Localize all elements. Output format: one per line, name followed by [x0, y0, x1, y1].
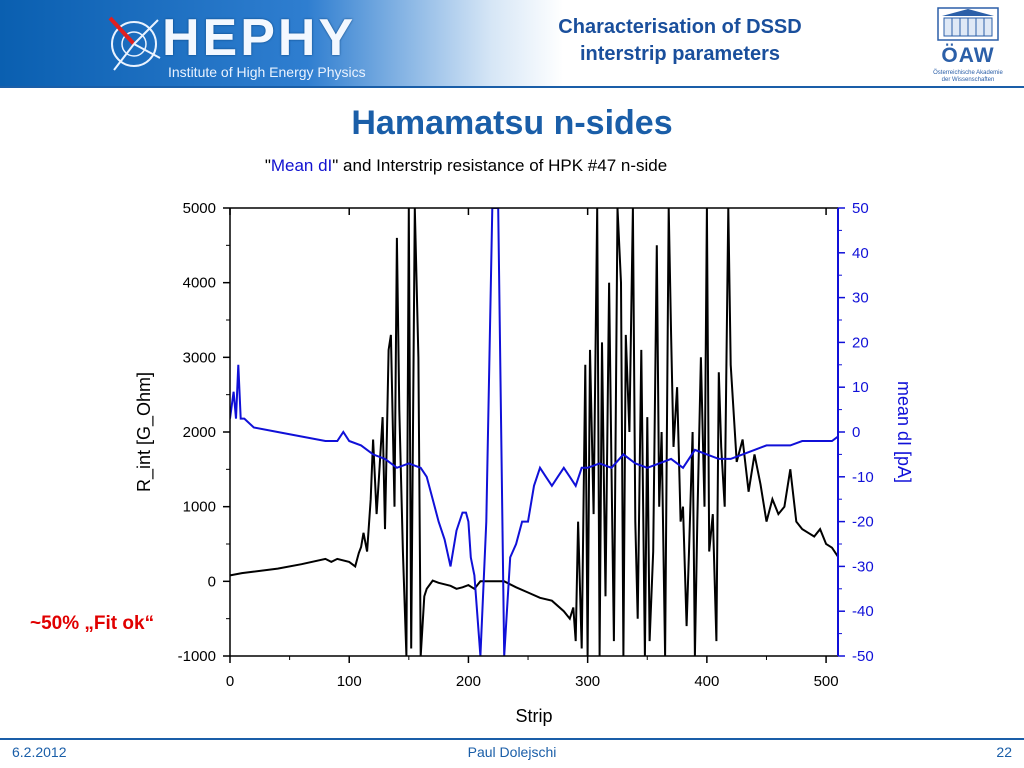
chart-title-quote-open: ": [264, 156, 271, 175]
y-left-axis-label: R_int [G_Ohm]: [134, 372, 155, 492]
y-left-tick-label: -1000: [178, 648, 216, 665]
y-right-tick-label: -30: [852, 558, 874, 575]
chart-title-mean-di: Mean dI: [270, 156, 333, 175]
x-tick-label: 100: [337, 673, 362, 690]
y-right-tick-label: 10: [852, 379, 869, 396]
y-right-tick-label: -40: [852, 603, 874, 620]
x-axis-label: Strip: [515, 706, 552, 726]
fit-ok-annotation: ~50% „Fit ok“: [30, 613, 155, 634]
oaw-logo: ÖAW Österreichische Akademie der Wissens…: [928, 4, 1008, 84]
y-right-tick-label: 50: [852, 200, 869, 217]
header-title-line1: Characterisation of DSSD: [558, 16, 802, 38]
logo-subtitle: Institute of High Energy Physics: [168, 64, 366, 80]
y-left-tick-label: 4000: [183, 275, 216, 292]
y-right-tick-label: -50: [852, 648, 874, 665]
y-right-tick-label: 0: [852, 424, 860, 441]
chart: 0 100 200 300 400 500-10000100020003000400050…: [134, 200, 914, 726]
y-right-axis-label: mean dI [pA]: [894, 381, 914, 483]
hephy-logo-icon: [108, 16, 161, 71]
y-right-tick-label: 20: [852, 334, 869, 351]
x-tick-label: 0: [226, 673, 234, 690]
header-banner: HEPHY Institute of High Energy Physics C…: [0, 0, 1024, 88]
y-right-tick-label: 30: [852, 290, 869, 307]
y-left-tick-label: 3000: [183, 349, 216, 366]
x-tick-label: 300: [575, 673, 600, 690]
y-left-tick-label: 5000: [183, 200, 216, 217]
oaw-subtitle-line2: der Wissenschaften: [941, 77, 995, 83]
x-tick-label: 500: [814, 673, 839, 690]
series-line-mean-di: [230, 208, 838, 656]
footer-rule: [0, 738, 1024, 740]
header-rule: [0, 86, 1024, 88]
footer-date: 6.2.2012: [12, 744, 67, 760]
chart-title: "Mean dI" and Interstrip resistance of H…: [0, 156, 932, 176]
oaw-subtitle: Österreichische Akademie der Wissenschaf…: [928, 70, 1008, 84]
footer-author: Paul Dolejschi: [467, 744, 557, 760]
slide-title: Hamamatsu n-sides: [351, 104, 673, 142]
header-title-line2: interstrip parameters: [579, 43, 781, 65]
y-right-tick-label: 40: [852, 245, 869, 262]
y-left-tick-label: 1000: [183, 499, 216, 516]
hephy-logo: HEPHY Institute of High Energy Physics: [104, 6, 394, 86]
building-icon: [937, 7, 999, 41]
series-line-rint: [230, 208, 838, 656]
x-tick-label: 200: [456, 673, 481, 690]
footer-page-number: 22: [996, 744, 1012, 760]
y-left-tick-label: 2000: [183, 424, 216, 441]
y-right-tick-label: -10: [852, 469, 874, 486]
oaw-text: ÖAW: [941, 44, 995, 67]
oaw-subtitle-line1: Österreichische Akademie: [933, 70, 1003, 76]
header-title: Characterisation of DSSD interstrip para…: [520, 14, 840, 68]
x-tick-label: 400: [694, 673, 719, 690]
logo-text: HEPHY: [162, 9, 357, 67]
y-left-tick-label: 0: [208, 573, 216, 590]
chart-title-rest: " and Interstrip resistance of HPK #47 n…: [332, 156, 668, 175]
y-right-tick-label: -20: [852, 514, 874, 531]
